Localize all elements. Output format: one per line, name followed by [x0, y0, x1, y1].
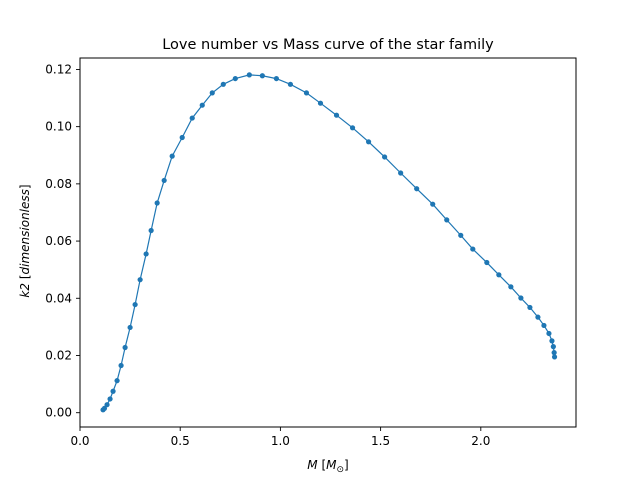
y-tick-label: 0.08 [45, 177, 72, 191]
y-tick-label: 0.00 [45, 406, 72, 420]
x-axis-label-unit-symbol: M [326, 458, 337, 472]
data-point [107, 396, 113, 402]
data-point [470, 246, 476, 252]
data-point [259, 73, 265, 79]
data-point [535, 314, 541, 320]
data-point [430, 201, 436, 207]
data-point [220, 81, 226, 87]
series-layer [100, 72, 558, 413]
data-point [273, 75, 279, 82]
x-axis-label: M [M⊙] [307, 458, 348, 475]
data-point [246, 72, 252, 78]
data-point [541, 322, 547, 329]
data-point [232, 75, 238, 82]
y-tick-label: 0.06 [45, 234, 72, 248]
data-point [161, 177, 167, 184]
data-point [110, 388, 116, 394]
data-point [137, 277, 143, 283]
y-tick-label: 0.12 [45, 62, 72, 76]
data-point [287, 81, 294, 87]
y-axis-label-symbol: k2 [18, 283, 32, 298]
data-point [458, 232, 464, 238]
y-tick-label: 0.04 [45, 291, 72, 305]
data-point [508, 284, 514, 290]
data-point [189, 115, 195, 121]
data-point [527, 304, 533, 311]
y-axis-label-unit-close: ] [18, 184, 32, 189]
data-point [118, 362, 124, 369]
data-point [414, 186, 420, 192]
data-point [349, 125, 356, 131]
data-point [127, 324, 133, 331]
data-point [333, 112, 340, 118]
data-point [122, 344, 128, 351]
chart-title: Love number vs Mass curve of the star fa… [162, 37, 494, 53]
data-point [169, 153, 175, 159]
axes-frame [79, 57, 577, 428]
data-point [382, 154, 388, 160]
x-tick-label: 0.5 [171, 434, 190, 448]
data-point [303, 90, 310, 96]
data-point [550, 344, 556, 350]
data-point [179, 134, 185, 141]
data-point [551, 350, 557, 356]
data-point [398, 170, 404, 176]
data-point [546, 330, 552, 337]
data-point [365, 139, 372, 145]
data-point [484, 259, 490, 266]
data-point [549, 338, 555, 344]
data-point [154, 200, 160, 206]
data-point [104, 402, 110, 408]
data-point [551, 354, 558, 360]
x-tick-label: 1.0 [271, 434, 290, 448]
data-point [143, 251, 149, 257]
data-point [148, 227, 154, 234]
x-tick-label: 2.0 [471, 434, 490, 448]
x-axis-ticks: 0.0 0.5 1.0 1.5 2.0 [70, 427, 490, 448]
y-tick-label: 0.02 [45, 348, 72, 362]
data-point [518, 295, 524, 301]
data-point [199, 102, 205, 108]
data-point [114, 378, 120, 384]
y-axis-label-unit-text: dimensionless [18, 189, 32, 274]
data-point [496, 272, 502, 278]
x-tick-label: 1.5 [371, 434, 390, 448]
x-axis-label-unit-open: [ [318, 458, 327, 472]
data-point [101, 405, 108, 412]
y-axis-ticks: 0.00 0.02 0.04 0.06 0.08 0.10 0.12 [45, 62, 80, 420]
data-point [209, 90, 215, 96]
y-tick-label: 0.10 [45, 120, 72, 134]
x-axis-label-symbol: M [307, 458, 318, 472]
x-axis-label-unit-close: ] [344, 458, 349, 472]
data-point [132, 301, 138, 308]
y-axis-label-unit-open: [ [18, 274, 32, 283]
x-axis-label-unit-sub: ⊙ [336, 465, 344, 475]
x-tick-label: 0.0 [70, 434, 89, 448]
data-point [444, 217, 450, 223]
plot-area [79, 57, 577, 428]
data-point [317, 100, 324, 106]
y-axis-label: k2 [dimensionless] [18, 184, 32, 297]
